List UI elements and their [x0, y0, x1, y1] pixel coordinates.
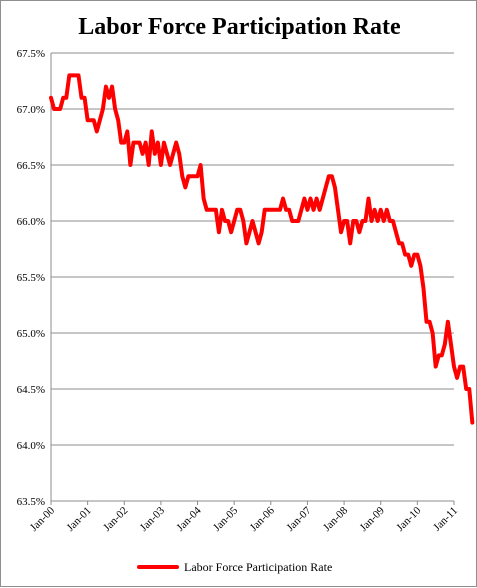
y-tick-label: 63.5% — [17, 496, 45, 508]
x-tick-label: Jan-01 — [65, 505, 94, 534]
y-tick-label: 67.0% — [17, 104, 45, 116]
x-tick-label: Jan-02 — [101, 505, 130, 534]
x-tick-label: Jan-05 — [211, 504, 241, 534]
x-tick-label: Jan-08 — [321, 504, 351, 534]
chart-title: Labor Force Participation Rate — [78, 14, 401, 40]
x-tick-label: Jan-03 — [138, 504, 168, 534]
x-tick-label: Jan-07 — [284, 504, 314, 534]
x-tick-label: Jan-00 — [28, 504, 58, 534]
x-tick-label: Jan-04 — [174, 504, 204, 534]
y-tick-label: 67.5% — [17, 48, 45, 60]
y-tick-label: 64.0% — [17, 440, 45, 452]
y-tick-label: 66.0% — [17, 216, 45, 228]
x-tick-label: Jan-09 — [358, 504, 388, 534]
x-tick-label: Jan-10 — [394, 504, 424, 534]
y-tick-label: 66.5% — [17, 160, 45, 172]
y-tick-label: 65.0% — [17, 328, 45, 340]
series-line — [49, 73, 475, 425]
y-tick-label: 65.5% — [17, 272, 45, 284]
y-tick-label: 64.5% — [17, 384, 45, 396]
legend-label: Labor Force Participation Rate — [184, 560, 332, 574]
x-tick-label: Jan-11 — [431, 505, 460, 534]
x-tick-label: Jan-06 — [248, 504, 278, 534]
